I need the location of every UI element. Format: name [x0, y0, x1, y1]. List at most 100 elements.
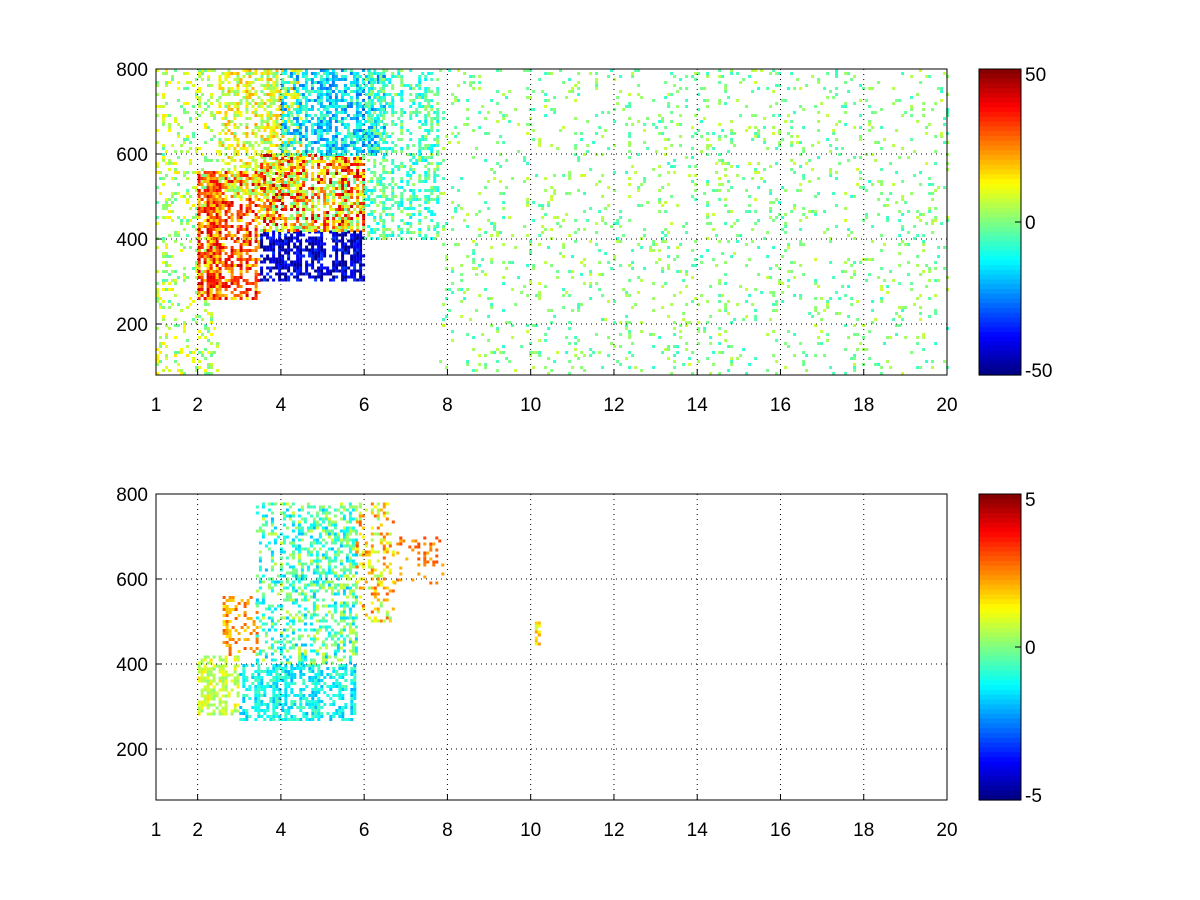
- heatmap-cell: [284, 105, 288, 108]
- heatmap-cell: [293, 242, 297, 246]
- heatmap-cell: [326, 266, 330, 270]
- heatmap-cell: [691, 75, 695, 78]
- heatmap-cell: [448, 309, 452, 312]
- heatmap-cell: [278, 138, 282, 141]
- heatmap-cell: [442, 117, 446, 120]
- heatmap-cell: [304, 81, 308, 84]
- heatmap-cell: [370, 87, 374, 90]
- heatmap-cell: [269, 111, 273, 114]
- heatmap-cell: [308, 275, 312, 279]
- heatmap-cell: [595, 231, 599, 234]
- heatmap-cell: [338, 223, 342, 226]
- heatmap-cell: [254, 186, 258, 189]
- heatmap-cell: [212, 258, 216, 261]
- heatmap-cell: [224, 105, 228, 108]
- heatmap-cell: [496, 69, 500, 72]
- heatmap-cell: [472, 87, 476, 90]
- heatmap-cell: [269, 69, 273, 72]
- heatmap-cell: [346, 93, 350, 96]
- heatmap-cell: [281, 254, 285, 258]
- heatmap-cell: [703, 330, 707, 333]
- heatmap-cell: [352, 114, 356, 117]
- heatmap-cell: [227, 180, 231, 183]
- heatmap-cell: [221, 72, 225, 75]
- heatmap-cell: [224, 279, 228, 282]
- heatmap-cell: [269, 239, 273, 243]
- heatmap-cell: [310, 117, 314, 120]
- heatmap-cell: [236, 285, 240, 288]
- heatmap-cell: [526, 204, 530, 207]
- heatmap-cell: [595, 282, 599, 285]
- heatmap-cell: [311, 202, 315, 205]
- heatmap-cell: [359, 172, 363, 175]
- heatmap-cell: [239, 216, 243, 219]
- heatmap-cell: [304, 75, 308, 78]
- heatmap-cell: [718, 177, 722, 180]
- heatmap-cell: [248, 240, 252, 243]
- heatmap-cell: [367, 126, 371, 129]
- heatmap-cell: [281, 135, 285, 138]
- heatmap-cell: [727, 210, 731, 213]
- heatmap-cell: [661, 204, 665, 207]
- heatmap-cell: [299, 254, 303, 258]
- heatmap-cell: [370, 120, 374, 123]
- heatmap-cell: [275, 239, 279, 243]
- heatmap-cell: [204, 237, 207, 240]
- heatmap-cell: [322, 72, 326, 75]
- heatmap-cell: [311, 190, 315, 193]
- heatmap-cell: [350, 275, 354, 279]
- heatmap-cell: [382, 75, 386, 78]
- heatmap-cell: [409, 69, 413, 72]
- heatmap-cell: [290, 178, 294, 181]
- heatmap-cell: [628, 366, 632, 369]
- heatmap-cell: [278, 278, 282, 282]
- heatmap-cell: [260, 141, 264, 144]
- heatmap-cell: [304, 147, 308, 150]
- heatmap-cell: [409, 189, 413, 192]
- heatmap-cell: [343, 84, 347, 87]
- heatmap-cell: [326, 202, 330, 205]
- heatmap-cell: [400, 96, 404, 99]
- heatmap-cell: [466, 99, 470, 102]
- heatmap-cell: [421, 123, 425, 126]
- heatmap-cell: [218, 81, 222, 84]
- heatmap-cell: [310, 150, 314, 153]
- heatmap-cell: [694, 72, 698, 75]
- heatmap-cell: [628, 141, 632, 144]
- heatmap-cell: [409, 231, 413, 234]
- heatmap-cell: [286, 132, 290, 135]
- heatmap-cell: [280, 84, 284, 87]
- heatmap-cell: [260, 272, 264, 276]
- heatmap-cell: [391, 105, 395, 108]
- heatmap-cell: [466, 108, 470, 111]
- heatmap-cell: [245, 237, 249, 240]
- heatmap-cell: [634, 366, 638, 369]
- heatmap-cell: [323, 248, 327, 252]
- heatmap-cell: [344, 175, 348, 178]
- heatmap-cell: [487, 207, 491, 210]
- heatmap-cell: [589, 285, 593, 288]
- heatmap-cell: [356, 220, 360, 223]
- heatmap-cell: [174, 171, 177, 174]
- heatmap-cell: [278, 217, 282, 220]
- heatmap-cell: [409, 216, 413, 219]
- heatmap-cell: [156, 129, 159, 132]
- heatmap-cell: [547, 201, 551, 204]
- heatmap-cell: [239, 225, 243, 228]
- heatmap-cell: [421, 159, 425, 162]
- heatmap-cell: [183, 141, 186, 144]
- heatmap-cell: [613, 144, 617, 147]
- heatmap-cell: [328, 84, 332, 87]
- heatmap-cell: [370, 147, 374, 150]
- heatmap-cell: [323, 199, 327, 202]
- heatmap-cell: [496, 162, 500, 165]
- heatmap-cell: [197, 204, 201, 207]
- heatmap-cell: [356, 187, 360, 190]
- heatmap-cell: [631, 75, 635, 78]
- heatmap-cell: [227, 120, 231, 123]
- heatmap-cell: [352, 75, 356, 78]
- heatmap-cell: [427, 228, 431, 231]
- heatmap-cell: [472, 75, 476, 78]
- heatmap-cell: [397, 201, 401, 204]
- heatmap-cell: [218, 228, 222, 231]
